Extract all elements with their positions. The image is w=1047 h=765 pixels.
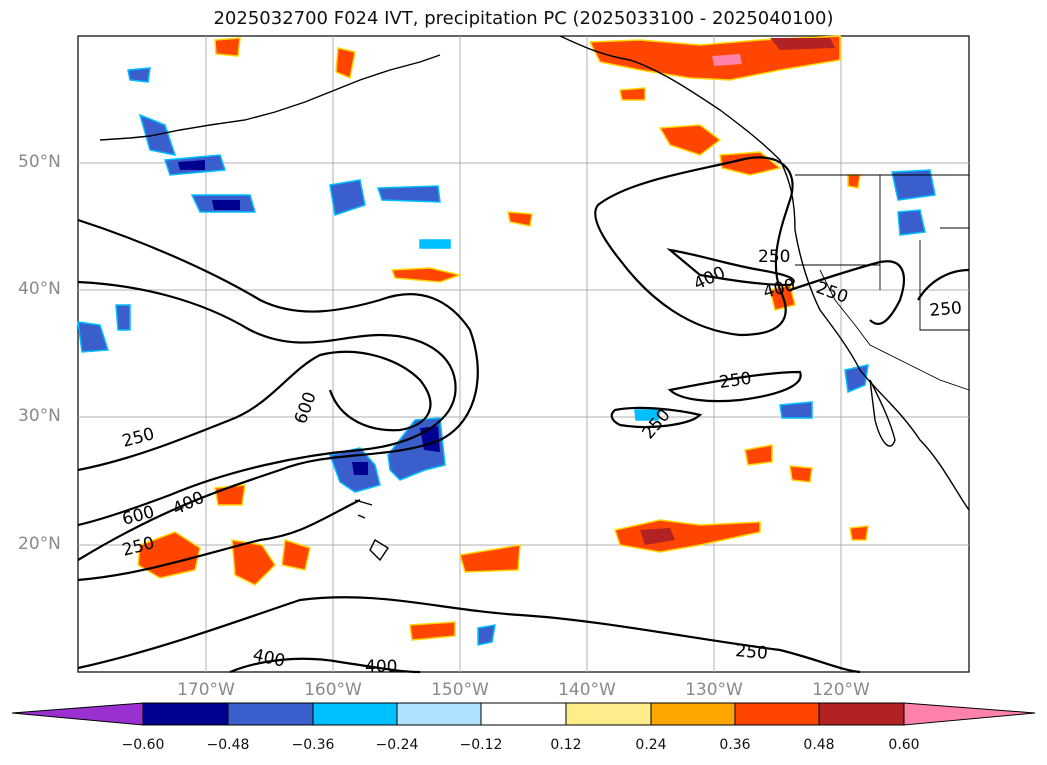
colorbar-extend-max <box>903 702 1036 726</box>
colorbar-tick-label: −0.48 <box>206 737 250 753</box>
political-borders <box>795 174 970 391</box>
colorbar-tick-label: −0.60 <box>121 737 165 753</box>
contour-label: 400 <box>365 657 397 677</box>
colorbar-tick-label: 0.12 <box>550 737 582 753</box>
map-title: 2025032700 F024 IVT, precipitation PC (2… <box>213 8 834 29</box>
lon-label: 170°W <box>177 680 235 700</box>
precip-negative-areas <box>77 67 936 646</box>
lon-label: 150°W <box>431 680 489 700</box>
colorbar-tick-label: 0.24 <box>635 737 667 753</box>
colorbar-tick-label: 0.60 <box>888 737 920 753</box>
lon-label: 140°W <box>558 680 616 700</box>
colorbar-tick-label: 0.36 <box>719 737 751 753</box>
lat-label: 30°N <box>18 406 61 426</box>
colorbar-tick-label: −0.12 <box>459 737 503 753</box>
contour-label: 250 <box>929 298 963 321</box>
colorbar-tick-label: −0.24 <box>375 737 419 753</box>
contour-label: 250 <box>718 369 753 393</box>
lon-label: 120°W <box>812 680 870 700</box>
lat-label: 40°N <box>18 279 61 299</box>
colorbar <box>11 702 1036 726</box>
lon-label: 130°W <box>685 680 743 700</box>
colorbar-tick-label: −0.36 <box>291 737 335 753</box>
colorbar-extend-min <box>11 702 144 726</box>
colorbar-tick-label: 0.48 <box>803 737 835 753</box>
lat-label: 50°N <box>18 152 61 172</box>
lat-label: 20°N <box>18 534 61 554</box>
ivt-contours <box>77 156 970 674</box>
coastlines <box>99 35 970 562</box>
contour-label: 250 <box>758 247 790 267</box>
lon-label: 160°W <box>304 680 362 700</box>
contour-label: 250 <box>735 641 769 664</box>
map-frame <box>77 35 970 673</box>
